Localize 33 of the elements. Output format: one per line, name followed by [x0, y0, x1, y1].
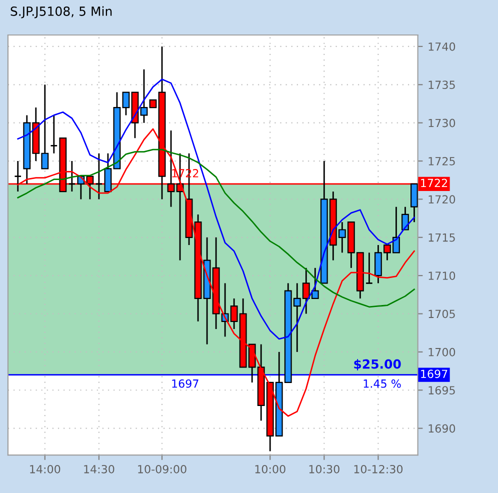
- y-tick-label: 1740: [428, 42, 456, 51]
- y-tick-label: 1710: [428, 272, 456, 280]
- candlestick: [122, 92, 130, 116]
- candlestick: [104, 152, 112, 192]
- candlestick: [95, 152, 103, 200]
- y-tick-label: 1715: [428, 234, 455, 242]
- x-tick-label: 10:30: [309, 464, 340, 474]
- candlestick: [68, 160, 76, 192]
- ref-line-label: 1697: [421, 370, 448, 378]
- annotation: 1.45 %: [364, 379, 401, 388]
- y-tick-label: 1735: [428, 80, 455, 90]
- x-tick-label: 14:30: [84, 464, 114, 474]
- y-tick-label: 1695: [428, 386, 455, 395]
- x-tick-label: 10-09:00: [138, 464, 186, 474]
- candlestick: [14, 160, 22, 192]
- line-series: [17, 78, 415, 340]
- y-tick-label: 1700: [428, 348, 456, 356]
- candlestick: [140, 68, 148, 124]
- x-tick-label: 14:00: [30, 464, 60, 474]
- x-tick-label: 10:00: [255, 464, 286, 474]
- annotation: $25.00: [354, 359, 401, 370]
- line-series: [17, 148, 415, 308]
- y-tick-label: 1705: [428, 310, 455, 318]
- y-tick-label: 1725: [428, 156, 455, 166]
- text: 1697: [172, 379, 198, 388]
- candlestick: [365, 252, 374, 284]
- candlestick: [50, 114, 58, 154]
- y-tick-label: 1730: [428, 118, 456, 128]
- y-tick-label: 1690: [428, 424, 456, 433]
- y-tick-label: 1720: [428, 195, 456, 204]
- ref-line-label: 1722: [421, 178, 448, 187]
- x-tick-label: 10-12:30: [354, 464, 403, 474]
- chart-title: S.JP.J5108, 5 Min: [10, 6, 112, 18]
